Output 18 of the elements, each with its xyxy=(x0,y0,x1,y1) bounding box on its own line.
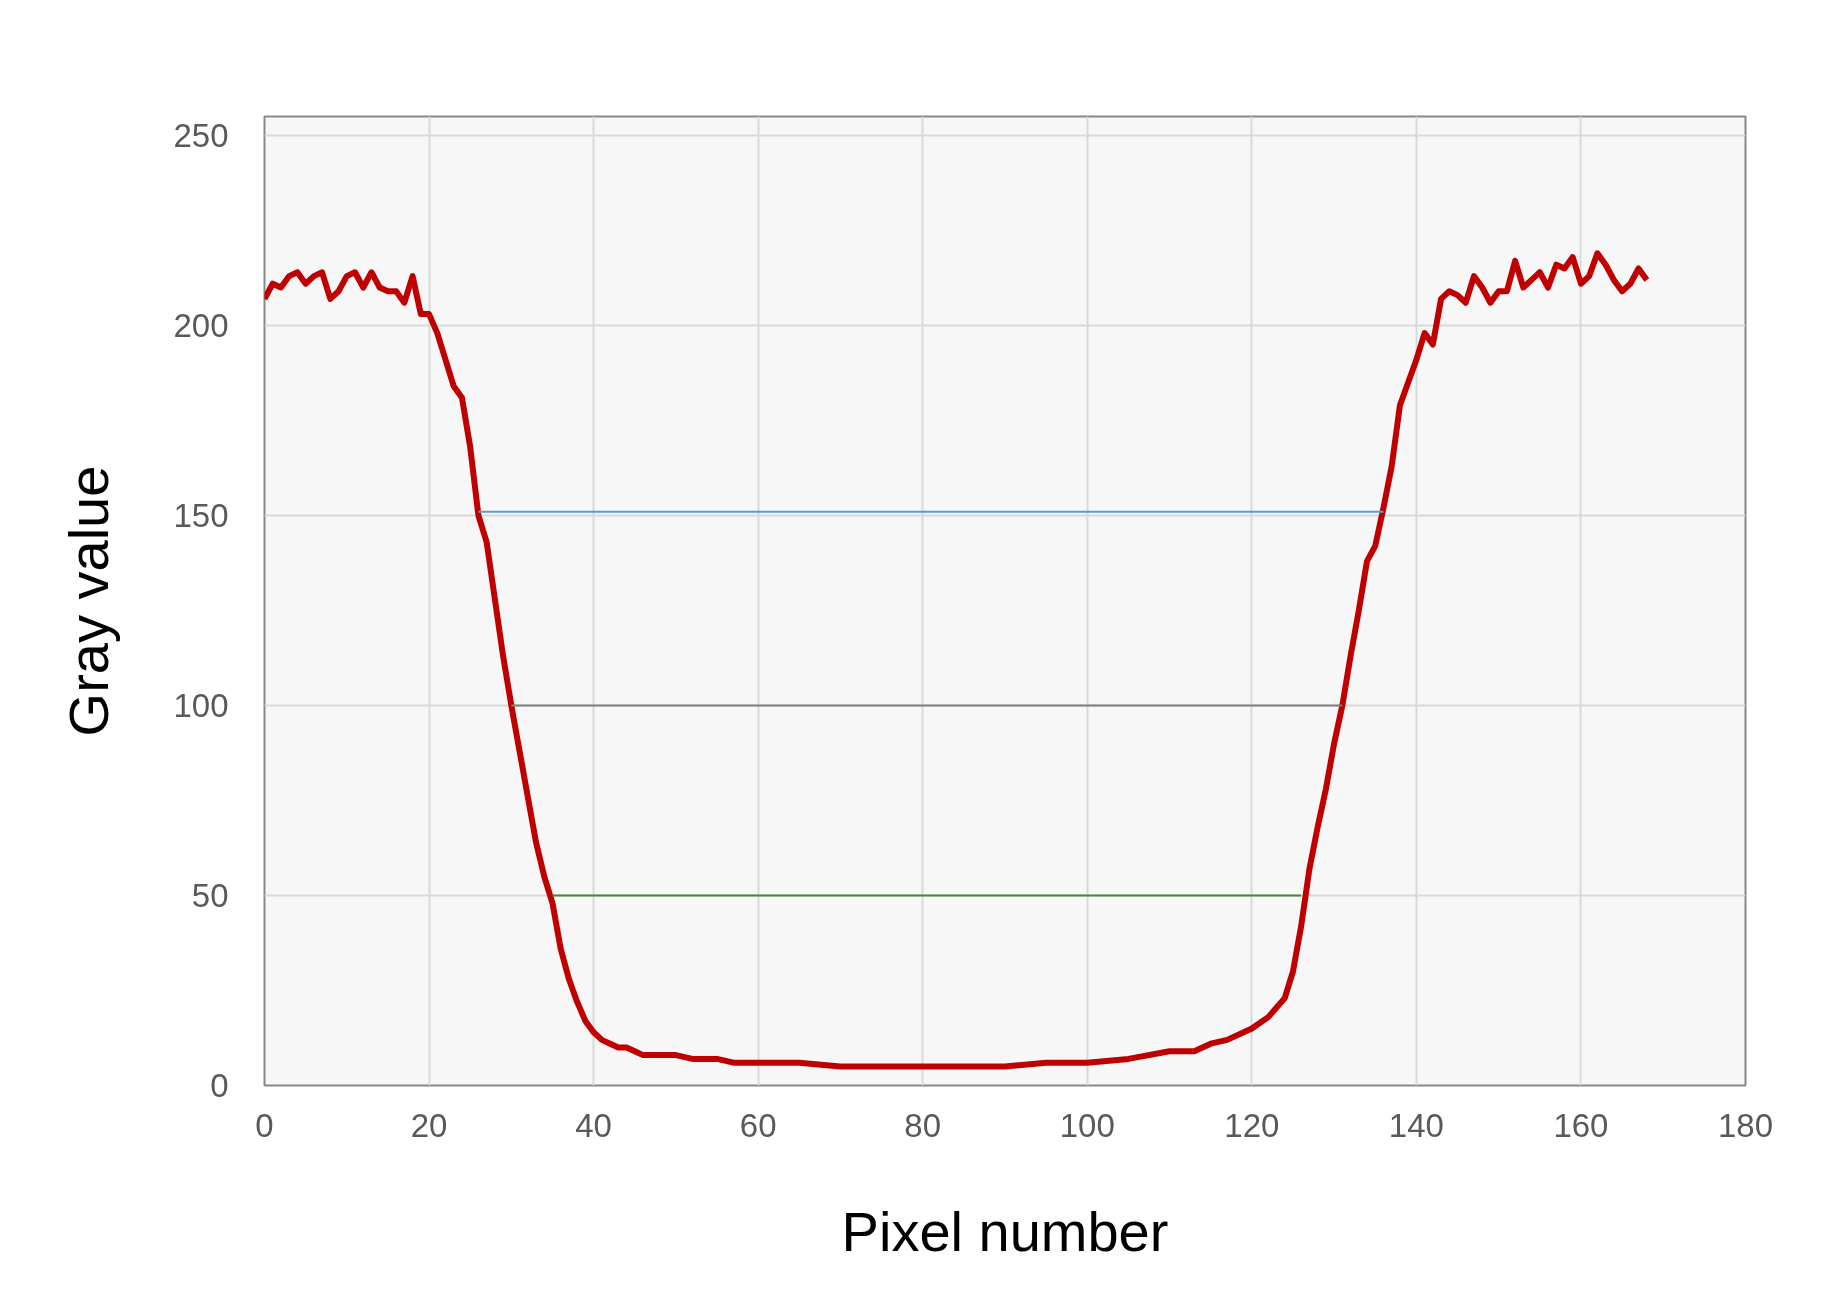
y-tick-label: 250 xyxy=(173,117,229,154)
y-tick-label: 0 xyxy=(210,1067,229,1104)
x-tick-label: 80 xyxy=(904,1106,942,1144)
x-tick-label: 140 xyxy=(1388,1106,1444,1144)
x-tick-label: 100 xyxy=(1059,1106,1115,1144)
x-tick-label: 160 xyxy=(1553,1106,1609,1144)
x-tick-label: 20 xyxy=(410,1106,448,1144)
x-axis-title: Pixel number xyxy=(841,1199,1169,1263)
y-tick-label: 100 xyxy=(173,687,229,724)
y-tick-label: 200 xyxy=(173,307,229,344)
x-tick-label: 180 xyxy=(1717,1106,1774,1144)
x-tick-label: 40 xyxy=(575,1106,612,1144)
x-tick-label: 120 xyxy=(1224,1106,1280,1144)
y-tick-label: 50 xyxy=(191,877,229,914)
x-tick-label: 0 xyxy=(255,1106,274,1144)
x-tick-label: 60 xyxy=(739,1106,777,1144)
y-axis-title: Gray value xyxy=(57,465,121,737)
y-tick-label: 150 xyxy=(173,497,229,534)
